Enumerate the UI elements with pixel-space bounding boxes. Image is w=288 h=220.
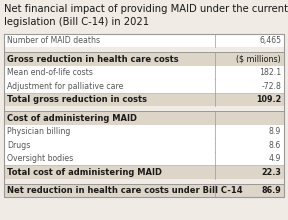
Text: Adjustment for palliative care: Adjustment for palliative care — [7, 82, 123, 91]
Bar — [4, 93, 284, 106]
Text: Gross reduction in health care costs: Gross reduction in health care costs — [7, 55, 179, 64]
Text: Total gross reduction in costs: Total gross reduction in costs — [7, 95, 147, 104]
Text: 86.9: 86.9 — [261, 186, 281, 195]
Bar — [4, 152, 284, 165]
Bar — [4, 106, 284, 112]
Bar — [4, 179, 284, 184]
Text: Net financial impact of providing MAID under the current
legislation (Bill C-14): Net financial impact of providing MAID u… — [4, 4, 288, 27]
Bar — [4, 53, 284, 66]
Text: -72.8: -72.8 — [261, 82, 281, 91]
Text: Physician billing: Physician billing — [7, 127, 70, 136]
Bar — [4, 34, 284, 48]
Text: ($ millions): ($ millions) — [236, 55, 281, 64]
Text: 22.3: 22.3 — [261, 168, 281, 177]
Bar — [4, 184, 284, 198]
Text: Oversight bodies: Oversight bodies — [7, 154, 73, 163]
Text: Mean end-of-life costs: Mean end-of-life costs — [7, 68, 93, 77]
Text: Total cost of administering MAID: Total cost of administering MAID — [7, 168, 162, 177]
Text: 182.1: 182.1 — [259, 68, 281, 77]
Bar — [4, 112, 284, 125]
Text: Drugs: Drugs — [7, 141, 30, 150]
Bar — [4, 125, 284, 139]
Text: 4.9: 4.9 — [269, 154, 281, 163]
Text: Cost of administering MAID: Cost of administering MAID — [7, 114, 137, 123]
Text: 8.9: 8.9 — [269, 127, 281, 136]
Text: Number of MAID deaths: Number of MAID deaths — [7, 36, 100, 45]
Bar — [4, 139, 284, 152]
Text: Net reduction in health care costs under Bill C-14: Net reduction in health care costs under… — [7, 186, 242, 195]
Text: 8.6: 8.6 — [269, 141, 281, 150]
Bar — [4, 48, 284, 53]
Text: 109.2: 109.2 — [256, 95, 281, 104]
Bar — [4, 66, 284, 79]
Text: 6,465: 6,465 — [259, 36, 281, 45]
Bar — [4, 165, 284, 179]
Bar — [4, 79, 284, 93]
